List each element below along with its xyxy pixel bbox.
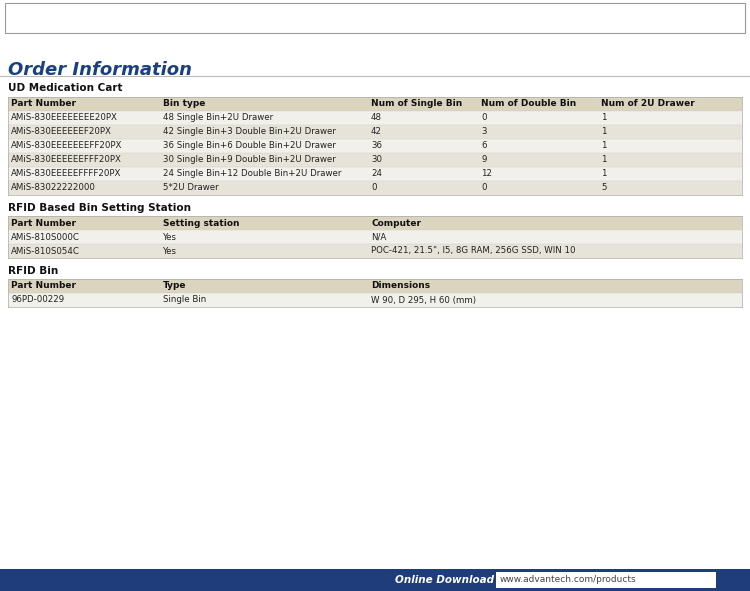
Text: 24 Single Bin+12 Double Bin+2U Drawer: 24 Single Bin+12 Double Bin+2U Drawer	[163, 170, 341, 178]
Text: Part Number: Part Number	[11, 281, 76, 291]
Text: 0: 0	[481, 183, 487, 193]
Text: 0: 0	[371, 183, 376, 193]
Text: 5*2U Drawer: 5*2U Drawer	[163, 183, 219, 193]
Text: 5: 5	[601, 183, 607, 193]
Text: Bin type: Bin type	[163, 99, 206, 109]
Bar	[8, 230, 742, 244]
Text: Computer: Computer	[371, 219, 421, 228]
Text: 48: 48	[371, 113, 382, 122]
Text: N/A: N/A	[371, 232, 386, 242]
Text: UD Medication Cart: UD Medication Cart	[8, 83, 122, 93]
Text: 36: 36	[371, 141, 382, 151]
Text: 42: 42	[371, 128, 382, 137]
Text: www.advantech.com/products: www.advantech.com/products	[500, 576, 637, 584]
Text: AMiS-830EEEEEFFFF20PX: AMiS-830EEEEEFFFF20PX	[11, 170, 122, 178]
Text: Num of 2U Drawer: Num of 2U Drawer	[601, 99, 694, 109]
Text: 1: 1	[601, 155, 607, 164]
Text: AMiS-810S000C: AMiS-810S000C	[11, 232, 80, 242]
Text: Setting station: Setting station	[163, 219, 239, 228]
Text: 30: 30	[371, 155, 382, 164]
Text: Part Number: Part Number	[11, 99, 76, 109]
Bar	[496, 572, 716, 588]
Text: AMiS-810S054C: AMiS-810S054C	[11, 246, 80, 255]
Text: 48 Single Bin+2U Drawer: 48 Single Bin+2U Drawer	[163, 113, 273, 122]
Text: 36 Single Bin+6 Double Bin+2U Drawer: 36 Single Bin+6 Double Bin+2U Drawer	[163, 141, 336, 151]
Text: 12: 12	[481, 170, 492, 178]
Text: 24: 24	[371, 170, 382, 178]
Text: Single Bin: Single Bin	[163, 296, 206, 304]
Text: 3: 3	[481, 128, 487, 137]
Text: AMiS-830EEEEEEEE20PX: AMiS-830EEEEEEEE20PX	[11, 113, 118, 122]
Bar	[8, 139, 742, 153]
Bar	[8, 181, 742, 195]
Text: Order Information: Order Information	[8, 61, 192, 79]
Bar	[8, 244, 742, 258]
Text: RFID Based Bin Setting Station: RFID Based Bin Setting Station	[8, 203, 191, 213]
Bar	[0, 569, 750, 591]
Text: Num of Double Bin: Num of Double Bin	[481, 99, 576, 109]
Text: 42 Single Bin+3 Double Bin+2U Drawer: 42 Single Bin+3 Double Bin+2U Drawer	[163, 128, 336, 137]
Text: Type: Type	[163, 281, 187, 291]
Text: POC-421, 21.5", I5, 8G RAM, 256G SSD, WIN 10: POC-421, 21.5", I5, 8G RAM, 256G SSD, WI…	[371, 246, 575, 255]
Bar	[8, 125, 742, 139]
Bar	[8, 279, 742, 293]
Text: 9: 9	[481, 155, 486, 164]
Bar	[8, 111, 742, 125]
Text: Dimensions: Dimensions	[371, 281, 430, 291]
Text: 1: 1	[601, 170, 607, 178]
Text: AMiS-83022222000: AMiS-83022222000	[11, 183, 96, 193]
Text: 1: 1	[601, 128, 607, 137]
Text: AMiS-830EEEEEEEFF20PX: AMiS-830EEEEEEEFF20PX	[11, 141, 122, 151]
Text: 1: 1	[601, 141, 607, 151]
Text: AMiS-830EEEEEEFFF20PX: AMiS-830EEEEEEFFF20PX	[11, 155, 122, 164]
Text: Online Download: Online Download	[395, 575, 494, 585]
Text: W 90, D 295, H 60 (mm): W 90, D 295, H 60 (mm)	[371, 296, 476, 304]
Text: 30 Single Bin+9 Double Bin+2U Drawer: 30 Single Bin+9 Double Bin+2U Drawer	[163, 155, 336, 164]
Text: 96PD-00229: 96PD-00229	[11, 296, 64, 304]
Bar	[5, 3, 745, 33]
Bar	[8, 216, 742, 230]
Text: Yes: Yes	[163, 246, 177, 255]
Bar	[8, 97, 742, 111]
Bar	[8, 153, 742, 167]
Text: Yes: Yes	[163, 232, 177, 242]
Text: RFID Bin: RFID Bin	[8, 266, 58, 276]
Text: 1: 1	[601, 113, 607, 122]
Bar	[8, 167, 742, 181]
Text: AMiS-830EEEEEEF20PX: AMiS-830EEEEEEF20PX	[11, 128, 112, 137]
Text: Num of Single Bin: Num of Single Bin	[371, 99, 462, 109]
Text: 0: 0	[481, 113, 487, 122]
Text: 6: 6	[481, 141, 487, 151]
Bar	[8, 293, 742, 307]
Text: Part Number: Part Number	[11, 219, 76, 228]
